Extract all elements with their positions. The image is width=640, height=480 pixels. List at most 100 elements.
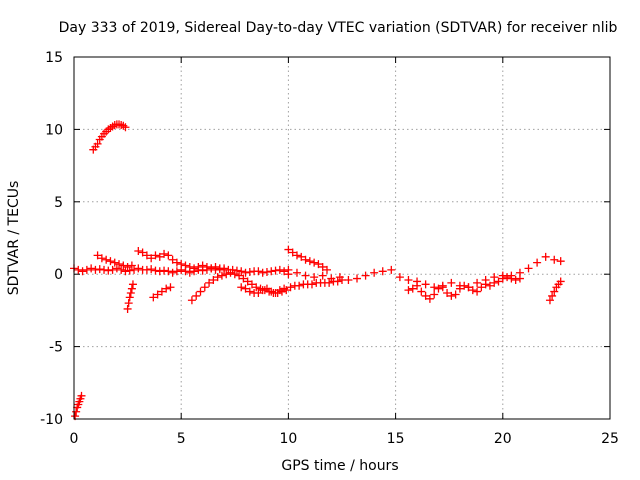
data-point (295, 281, 304, 290)
x-tick-label: 20 (494, 431, 512, 447)
data-point (160, 249, 169, 258)
data-point (447, 278, 456, 287)
data-point (297, 252, 306, 261)
data-point (515, 274, 524, 283)
data-point (361, 271, 370, 280)
data-point (434, 284, 443, 293)
data-point (430, 283, 439, 292)
data-point (239, 274, 248, 283)
data-point (550, 287, 559, 296)
series-upper-band-3h (134, 247, 229, 274)
data-point (556, 257, 565, 266)
data-point (119, 121, 128, 130)
data-point (245, 268, 254, 277)
y-tick-label: 10 (45, 122, 63, 138)
series-low-arc-8h (237, 283, 289, 298)
data-point (267, 267, 276, 276)
data-point (142, 251, 151, 260)
data-point (327, 274, 336, 283)
y-tick-label: 0 (54, 267, 63, 283)
data-point (177, 260, 186, 269)
data-point (353, 274, 362, 283)
data-point (127, 284, 136, 293)
data-point (134, 264, 143, 273)
chart-title: Day 333 of 2019, Sidereal Day-to-day VTE… (59, 20, 618, 36)
data-point (438, 283, 447, 292)
data-point (91, 265, 100, 274)
data-point (72, 407, 81, 416)
data-point (155, 267, 164, 276)
data-point (258, 286, 267, 295)
data-point (271, 289, 280, 298)
data-point (548, 291, 557, 300)
data-point (464, 283, 473, 292)
x-tick-label: 10 (279, 431, 297, 447)
data-points-layer (70, 120, 565, 421)
data-point (164, 251, 173, 260)
data-point (252, 283, 261, 292)
series-spike-10h (284, 245, 331, 274)
data-point (106, 257, 115, 266)
data-point (112, 264, 121, 273)
data-point (425, 294, 434, 303)
x-axis-label: GPS time / hours (281, 458, 398, 474)
data-point (93, 251, 102, 260)
data-point (301, 255, 310, 264)
y-axis-label: SDTVAR / TECUs (6, 181, 22, 296)
data-point (209, 275, 218, 284)
data-point (237, 283, 246, 292)
data-point (200, 283, 209, 292)
data-point (245, 287, 254, 296)
data-point (187, 296, 196, 305)
data-point (124, 299, 133, 308)
data-point (254, 267, 263, 276)
x-tick-label: 0 (70, 431, 79, 447)
data-point (95, 265, 104, 274)
data-point (395, 273, 404, 282)
data-point (443, 289, 452, 298)
data-point (258, 268, 267, 277)
data-point (226, 268, 235, 277)
data-point (157, 287, 166, 296)
data-point (408, 284, 417, 293)
data-point (421, 280, 430, 289)
data-point (117, 265, 126, 274)
data-point (104, 266, 113, 275)
data-point (121, 267, 130, 276)
data-point (119, 261, 128, 270)
data-point (481, 280, 490, 289)
axis-layer: 0 5 10 15 20 25 -10 -5 0 5 10 15 (40, 50, 619, 447)
data-point (417, 287, 426, 296)
series-sat-a-rise (71, 391, 86, 421)
data-point (172, 267, 181, 276)
series-low-arc-4h (149, 283, 175, 302)
data-point (473, 278, 482, 287)
data-point (230, 270, 239, 279)
data-point (485, 281, 494, 290)
data-point (292, 251, 301, 260)
data-point (241, 268, 250, 277)
data-point (498, 274, 507, 283)
data-point (181, 261, 190, 270)
data-point (262, 284, 271, 293)
data-point (77, 391, 86, 400)
data-point (524, 264, 533, 273)
data-point (168, 268, 177, 277)
data-point (168, 255, 177, 264)
data-point (404, 286, 413, 295)
data-point (82, 265, 91, 274)
data-point (151, 266, 160, 275)
data-point (128, 280, 137, 289)
data-point (275, 265, 284, 274)
data-point (247, 280, 256, 289)
data-point (205, 278, 214, 287)
data-point (125, 293, 134, 302)
data-point (198, 261, 207, 270)
data-point (147, 265, 156, 274)
data-point (138, 248, 147, 257)
data-point (202, 262, 211, 271)
data-point (378, 267, 387, 276)
data-point (241, 284, 250, 293)
data-point (468, 286, 477, 295)
data-point (126, 289, 135, 298)
